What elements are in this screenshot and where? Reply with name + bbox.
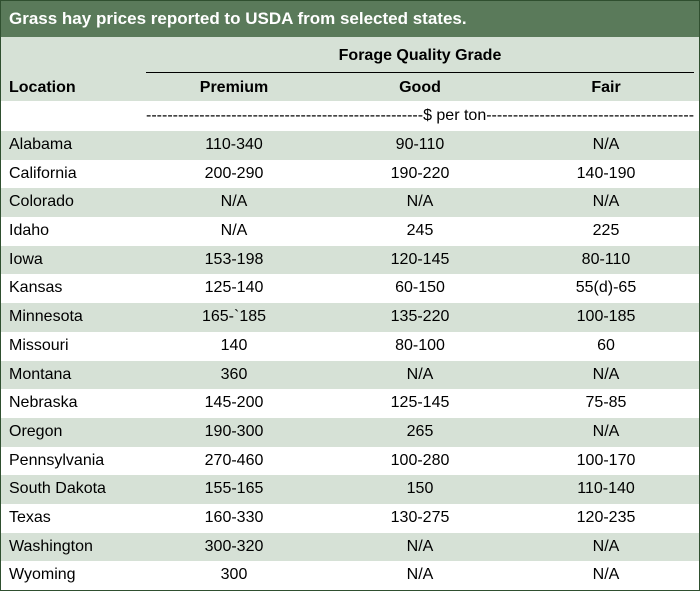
cell-fair: 75-85 <box>585 394 627 412</box>
cell-fair: 120-235 <box>576 508 636 526</box>
table-row: Nebraska 145-200 125-145 75-85 <box>1 389 699 418</box>
table-row: Kansas 125-140 60-150 55(d)-65 <box>1 274 699 304</box>
units-row: ----------------------------------------… <box>1 101 699 131</box>
cell-premium: 165-`185 <box>201 308 267 326</box>
cell-location: Missouri <box>9 336 69 354</box>
column-header-location: Location <box>9 79 76 96</box>
cell-good: 190-220 <box>390 164 450 182</box>
cell-fair: 110-140 <box>577 480 635 498</box>
cell-good: 80-100 <box>395 336 445 354</box>
table-row: Texas 160-330 130-275 120-235 <box>1 503 699 533</box>
cell-location: Pennsylvania <box>9 451 105 469</box>
column-header-fair: Fair <box>591 79 621 96</box>
table-body: Alabama 110-340 90-110 N/A California 200-290… <box>1 131 699 590</box>
cell-fair: N/A <box>592 193 620 211</box>
cell-location: Montana <box>9 365 72 383</box>
cell-good: 120-145 <box>390 250 450 268</box>
cell-fair: 100-185 <box>576 308 636 326</box>
cell-good: N/A <box>406 193 434 211</box>
table-row: Washington 300-320 N/A N/A <box>1 532 699 562</box>
cell-premium: 300-320 <box>204 537 264 555</box>
cell-premium: 270-460 <box>204 451 264 469</box>
cell-location: Colorado <box>9 193 74 211</box>
cell-good: N/A <box>406 537 434 555</box>
cell-good: 125-145 <box>390 394 450 412</box>
cell-premium: N/A <box>220 222 248 240</box>
cell-good: 265 <box>406 422 434 440</box>
cell-good: 150 <box>406 480 434 498</box>
table-row: Montana 360 N/A N/A <box>1 360 699 390</box>
cell-location: California <box>9 164 77 182</box>
cell-premium: 110-340 <box>205 136 263 153</box>
cell-good: 130-275 <box>390 508 450 526</box>
cell-fair: 100-170 <box>576 451 636 469</box>
cell-fair: 225 <box>592 222 620 240</box>
cell-fair: 80-110 <box>581 250 631 268</box>
cell-fair: 140-190 <box>576 164 636 182</box>
cell-premium: N/A <box>220 193 248 211</box>
table-row: Alabama 110-340 90-110 N/A <box>1 131 699 160</box>
cell-premium: 145-200 <box>204 394 264 412</box>
table-row: Idaho N/A 245 225 <box>1 217 699 246</box>
cell-fair: 60 <box>597 336 615 354</box>
cell-location: Iowa <box>9 250 43 268</box>
column-header-good: Good <box>399 79 441 96</box>
cell-location: Nebraska <box>9 394 78 412</box>
cell-good: N/A <box>406 365 434 383</box>
cell-location: Idaho <box>9 222 50 240</box>
table-row: Missouri 140 80-100 60 <box>1 331 699 361</box>
cell-good: 60-150 <box>395 279 445 297</box>
group-header-rule <box>146 72 694 73</box>
units-label: ----------------------------------------… <box>146 107 694 124</box>
table-header: Forage Quality Grade Location Premium Go… <box>1 37 699 101</box>
cell-fair: N/A <box>592 365 620 383</box>
table-row: California 200-290 190-220 140-190 <box>1 159 699 189</box>
cell-premium: 153-198 <box>204 250 264 268</box>
cell-location: Kansas <box>9 279 63 297</box>
cell-location: Minnesota <box>9 308 83 326</box>
cell-location: Oregon <box>9 422 63 440</box>
cell-fair: N/A <box>592 136 620 153</box>
cell-location: Alabama <box>9 136 73 153</box>
cell-fair: N/A <box>592 422 620 440</box>
table-row: Colorado N/A N/A N/A <box>1 188 699 218</box>
cell-premium: 125-140 <box>204 279 264 297</box>
table-row: Wyoming 300 N/A N/A <box>1 561 699 590</box>
cell-location: Texas <box>9 508 51 526</box>
cell-premium: 360 <box>220 365 248 383</box>
table-row: Oregon 190-300 265 N/A <box>1 417 699 447</box>
table-title: Grass hay prices reported to USDA from s… <box>1 1 699 37</box>
cell-premium: 190-300 <box>204 422 264 440</box>
cell-premium: 155-165 <box>204 480 264 498</box>
table-row: Pennsylvania 270-460 100-280 100-170 <box>1 446 699 476</box>
cell-fair: N/A <box>592 537 620 555</box>
cell-premium: 140 <box>220 336 248 354</box>
cell-premium: 160-330 <box>204 508 264 526</box>
table-row: Minnesota 165-`185 135-220 100-185 <box>1 303 699 332</box>
cell-fair: 55(d)-65 <box>575 279 637 297</box>
cell-fair: N/A <box>592 566 620 584</box>
cell-premium: 200-290 <box>204 164 264 182</box>
cell-good: N/A <box>406 566 434 584</box>
cell-premium: 300 <box>220 566 248 584</box>
cell-good: 245 <box>406 222 434 240</box>
cell-location: South Dakota <box>9 480 106 498</box>
cell-good: 100-280 <box>390 451 450 469</box>
table-row: South Dakota 155-165 150 110-140 <box>1 475 699 504</box>
table-row: Iowa 153-198 120-145 80-110 <box>1 245 699 275</box>
cell-location: Washington <box>9 537 93 555</box>
group-header: Forage Quality Grade <box>338 47 502 64</box>
cell-location: Wyoming <box>9 566 76 584</box>
cell-good: 135-220 <box>390 308 450 326</box>
cell-good: 90-110 <box>395 136 445 153</box>
column-header-premium: Premium <box>199 79 269 96</box>
